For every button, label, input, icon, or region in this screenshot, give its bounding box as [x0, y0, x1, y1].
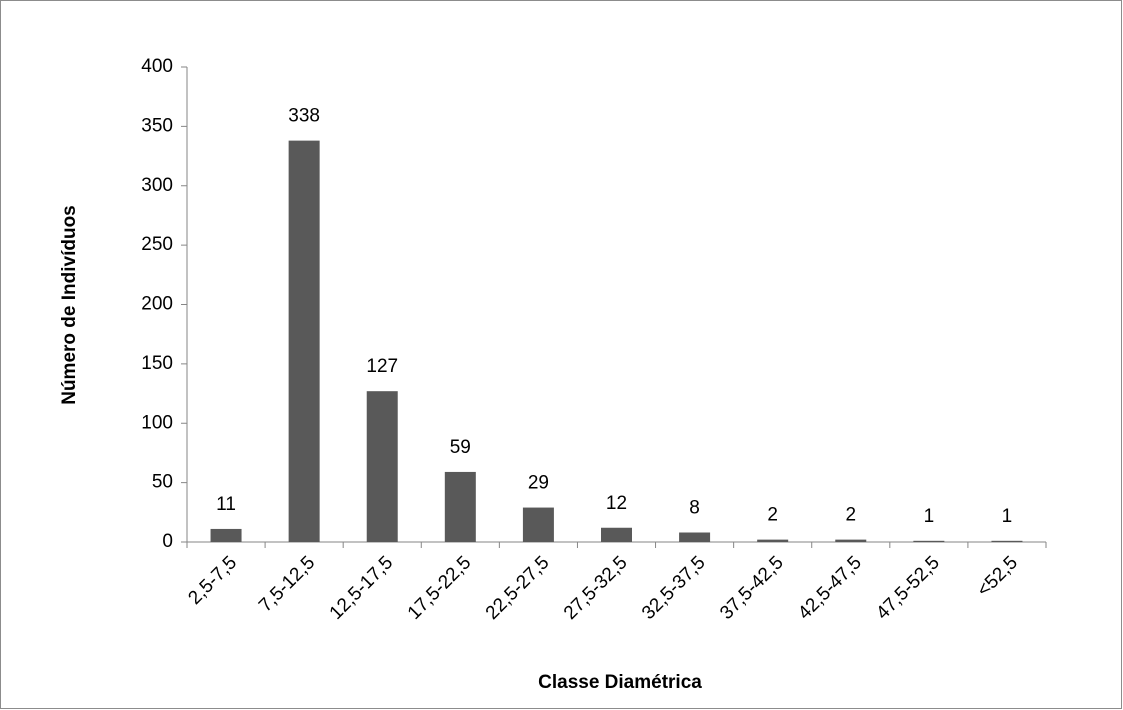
- y-tick-label: 350: [141, 115, 173, 136]
- y-tick-label: 300: [141, 175, 173, 196]
- data-label: 12: [606, 493, 627, 514]
- x-axis-title: Classe Diamétrica: [538, 672, 702, 693]
- bar: [210, 528, 242, 542]
- data-label: 59: [450, 437, 471, 458]
- data-label: 8: [689, 498, 700, 519]
- bar: [366, 391, 398, 542]
- data-label: 11: [216, 494, 236, 515]
- bar: [757, 539, 789, 542]
- y-tick-label: 200: [141, 294, 173, 315]
- y-tick-label: 0: [162, 531, 173, 552]
- y-tick-label: 250: [141, 234, 173, 255]
- bar: [601, 527, 632, 542]
- bar: [991, 540, 1023, 542]
- bar: [288, 140, 320, 542]
- y-tick-label: 400: [141, 56, 173, 77]
- data-label: 2: [767, 505, 778, 526]
- data-label: 1: [1002, 506, 1013, 527]
- bar: [913, 540, 945, 542]
- y-tick-label: 100: [141, 412, 173, 433]
- data-label: 2: [845, 505, 856, 526]
- y-tick-label: 50: [152, 472, 173, 493]
- data-label: 1: [924, 506, 935, 527]
- bar: [522, 507, 554, 542]
- data-label: 29: [528, 473, 549, 494]
- bar: [444, 471, 476, 542]
- y-axis-title: Número de Indivíduos: [59, 205, 80, 405]
- data-label: 338: [288, 106, 320, 127]
- data-label: 127: [366, 356, 398, 377]
- bar: [835, 539, 867, 542]
- bar: [679, 532, 711, 542]
- y-tick-label: 150: [141, 353, 173, 374]
